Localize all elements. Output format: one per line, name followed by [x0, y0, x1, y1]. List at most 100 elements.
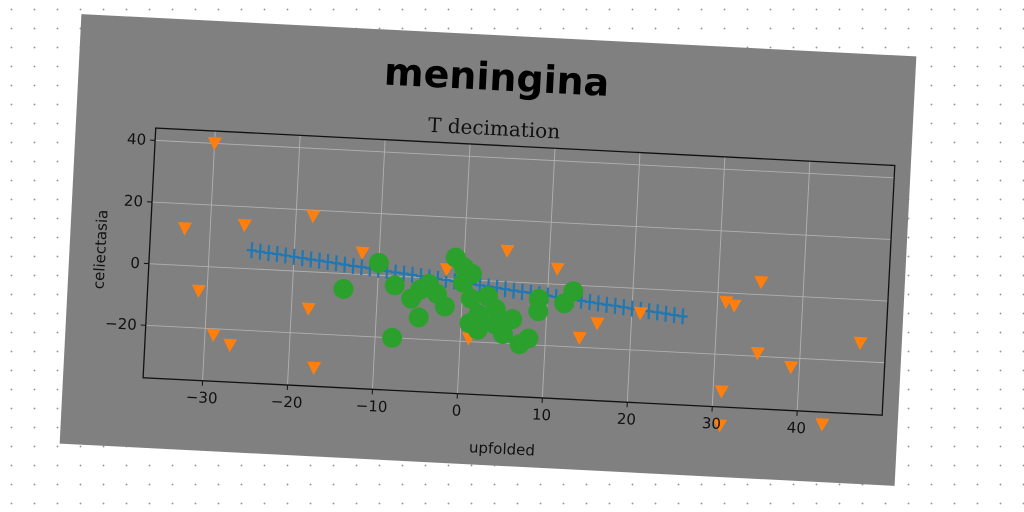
circle-marker	[563, 281, 584, 302]
x-tick-label: 30	[701, 414, 721, 433]
plus-marker	[314, 252, 325, 269]
x-gridline	[541, 148, 556, 398]
x-tick-label: −10	[355, 397, 388, 417]
y-tick-label: 20	[123, 192, 143, 211]
plus-marker	[246, 242, 257, 259]
plus-marker	[500, 281, 511, 298]
x-tick-label: 0	[451, 401, 461, 419]
plus-marker	[356, 258, 367, 276]
y-tick-label: −20	[105, 314, 138, 334]
plus-marker	[508, 282, 519, 299]
x-tick-label: −30	[185, 388, 218, 408]
circle-marker	[502, 309, 523, 330]
circle-marker	[485, 299, 506, 320]
triangle-marker	[191, 284, 206, 298]
plus-marker	[272, 246, 283, 263]
triangle-marker	[550, 262, 565, 276]
x-tick-label: 20	[616, 410, 636, 429]
plus-marker	[584, 294, 595, 311]
triangle-marker	[719, 295, 734, 310]
plus-marker	[297, 250, 308, 267]
tick-layer: −30 −20 −10 0 10 20 30 40 −20 0 20 40	[105, 130, 807, 437]
triangle-marker	[853, 336, 868, 350]
circle-marker	[461, 263, 482, 284]
plus-marker	[517, 283, 528, 300]
plus-marker	[593, 295, 604, 312]
x-gridline	[626, 152, 641, 403]
plus-marker	[263, 244, 274, 262]
plus-marker	[255, 243, 266, 260]
circle-marker	[434, 296, 455, 317]
triangle-marker	[727, 299, 742, 313]
plus-marker	[660, 305, 671, 322]
triangle-marker	[754, 275, 769, 290]
y-gridline	[148, 263, 888, 302]
circle-marker	[518, 328, 539, 349]
plus-marker	[610, 297, 621, 314]
plus-marker	[280, 247, 291, 264]
chart-figure: meningina T decimation −30 −20 −10 0 10 20 30 4…	[59, 14, 917, 486]
triangle-marker	[439, 263, 454, 277]
chart-svg: meningina T decimation −30 −20 −10 0 10 20 30 4…	[90, 50, 896, 460]
y-tick-label: 0	[130, 254, 140, 272]
triangle-marker	[206, 328, 221, 342]
plus-marker	[669, 306, 680, 324]
circle-marker	[493, 324, 514, 345]
plot-area	[142, 127, 896, 416]
triangle-marker	[572, 331, 587, 346]
triangle-marker	[500, 244, 515, 258]
triangle-marker	[750, 346, 765, 361]
plus-marker	[643, 303, 654, 320]
x-axis-label: upfolded	[469, 438, 536, 459]
triangle-marker	[237, 218, 252, 233]
plus-marker	[652, 304, 663, 321]
triangle-marker	[633, 306, 648, 321]
circle-marker	[468, 304, 489, 325]
circle-marker	[467, 319, 488, 340]
circle-series	[333, 247, 584, 355]
x-gridline	[202, 131, 216, 381]
y-axis-label: celiectasia	[90, 209, 112, 289]
circle-marker	[528, 301, 549, 322]
plus-marker	[601, 296, 612, 313]
plus-marker	[339, 256, 350, 273]
circle-marker	[408, 307, 429, 328]
chart-subtitle: T decimation	[428, 113, 561, 144]
plus-marker	[398, 265, 409, 282]
chart-title: meningina	[383, 50, 610, 105]
triangle-marker	[306, 210, 321, 224]
triangle-marker	[178, 222, 193, 236]
triangle-marker	[355, 246, 370, 260]
triangle-marker	[207, 137, 222, 151]
circle-marker	[460, 288, 481, 309]
circle-marker	[368, 252, 389, 273]
x-gridline	[796, 161, 811, 411]
triangle-marker	[713, 419, 728, 433]
x-tick-label: 40	[786, 418, 806, 437]
triangle-marker	[784, 360, 799, 375]
circle-marker	[384, 275, 405, 296]
y-gridline	[151, 201, 892, 240]
triangle-down-series	[178, 137, 868, 433]
circle-marker	[333, 278, 354, 299]
x-tick-label: −20	[270, 392, 303, 412]
plus-marker	[331, 255, 342, 272]
plus-marker	[348, 257, 359, 275]
plus-marker	[618, 299, 629, 316]
plus-marker	[322, 253, 333, 270]
series-layer	[178, 137, 868, 433]
circle-marker	[382, 327, 403, 348]
x-gridline	[711, 156, 726, 407]
triangle-marker	[590, 317, 605, 331]
grid-layer	[145, 131, 895, 411]
triangle-marker	[223, 338, 238, 353]
y-gridline	[155, 139, 895, 179]
x-tick-label: 10	[532, 405, 552, 424]
triangle-marker	[815, 418, 830, 432]
plus-marker	[305, 251, 316, 268]
plus-marker	[407, 266, 418, 283]
plus-marker	[677, 308, 688, 325]
triangle-marker	[307, 361, 322, 375]
plus-marker	[288, 248, 300, 265]
y-tick-label: 40	[127, 130, 147, 149]
